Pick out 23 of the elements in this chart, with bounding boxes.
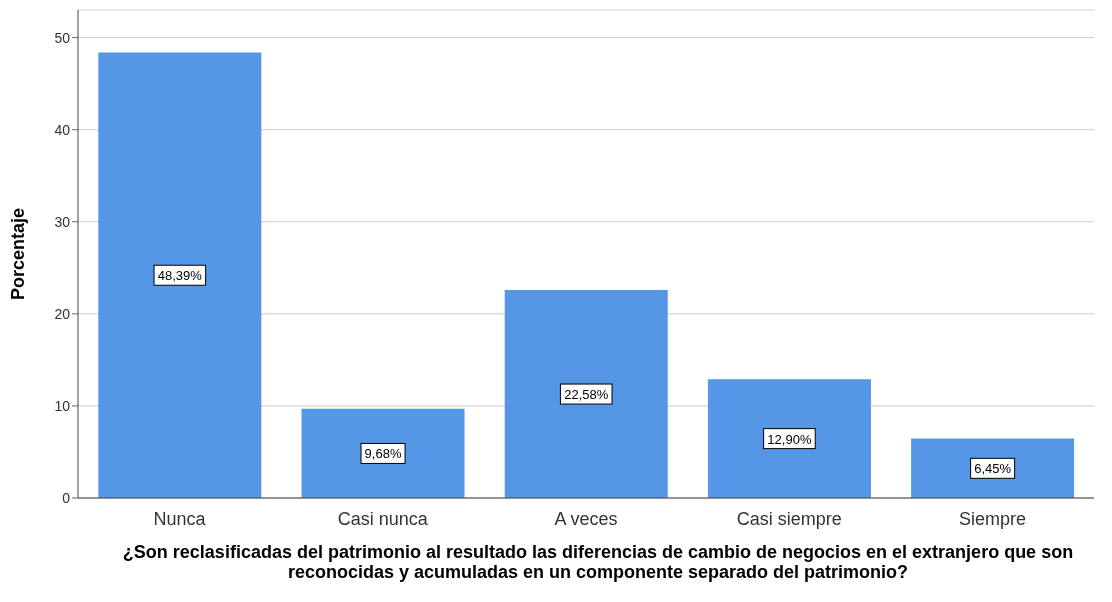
y-axis-title: Porcentaje — [8, 207, 29, 301]
y-tick-label: 50 — [54, 29, 71, 46]
data-label: 6,45% — [974, 461, 1012, 477]
x-axis-title: ¿Son reclasificadas del patrimonio al resultado las diferencias de cambio de negocios en el extranjero que son reconocidas y acumuladas en un componente separado del patrimonio? — [121, 542, 1075, 582]
data-label: 48,39% — [157, 268, 203, 284]
x-tick-label: A veces — [554, 508, 618, 529]
bar — [707, 379, 871, 498]
x-tick-label: Casi nunca — [337, 508, 429, 529]
data-label: 12,90% — [767, 431, 812, 447]
x-tick-label: Nunca — [153, 508, 207, 529]
bar — [504, 290, 668, 498]
bar — [911, 438, 1075, 498]
x-tick-label: Siempre — [958, 508, 1026, 529]
y-tick-label: 0 — [62, 489, 71, 506]
y-tick-label: 40 — [54, 121, 71, 138]
data-label: 22,58% — [564, 387, 609, 403]
y-tick-label: 20 — [54, 305, 71, 322]
y-tick-label: 30 — [54, 213, 71, 230]
y-tick-label: 10 — [54, 397, 71, 414]
x-tick-label: Casi siempre — [736, 508, 842, 529]
data-label: 9,68% — [364, 446, 402, 462]
bar — [98, 52, 262, 498]
bar — [301, 408, 465, 498]
